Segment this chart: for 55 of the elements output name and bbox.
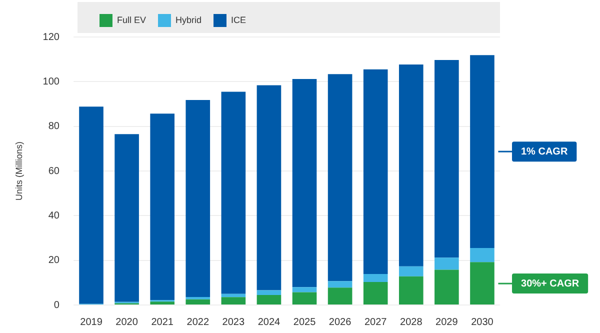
- bar: [363, 69, 388, 274]
- x-tick-label: 2023: [222, 316, 245, 328]
- bar: [256, 85, 282, 290]
- bar: [150, 114, 174, 300]
- bar: [79, 106, 104, 304]
- bar: [221, 92, 246, 294]
- bar: [434, 60, 459, 258]
- bar: [186, 299, 210, 304]
- bar: [186, 296, 210, 300]
- legend-label: Hybrid: [175, 14, 202, 25]
- y-tick-label: 100: [42, 76, 60, 88]
- x-tick-label: 2020: [116, 316, 138, 328]
- bar: [292, 78, 317, 288]
- bar: [398, 266, 424, 276]
- bar: [328, 281, 352, 288]
- legend-label: ICE: [231, 14, 246, 25]
- bar: [221, 297, 246, 304]
- x-tick-label: 2030: [471, 316, 494, 328]
- bar: [328, 288, 352, 304]
- x-tick-label: 2025: [293, 316, 316, 328]
- bar: [434, 258, 459, 270]
- x-tick-label: 2019: [80, 316, 103, 328]
- x-tick-label: 2029: [436, 316, 458, 328]
- y-tick-label: 60: [48, 166, 60, 177]
- y-tick-label: 40: [48, 210, 60, 222]
- bar: [292, 292, 317, 304]
- y-tick-label: 120: [42, 32, 60, 43]
- bar: [256, 294, 282, 304]
- x-tick-label: 2026: [328, 316, 352, 328]
- bar: [470, 55, 494, 248]
- y-axis-title: Units (Millions): [14, 141, 24, 201]
- bar: [470, 248, 494, 262]
- bar: [114, 134, 139, 302]
- bar: [328, 74, 352, 282]
- y-tick-label: 0: [54, 300, 60, 311]
- text: 1% CAGR: [520, 146, 568, 158]
- x-tick-label: 2028: [400, 316, 423, 328]
- bar: [434, 270, 459, 304]
- bar: [398, 64, 424, 266]
- legend-label: Full EV: [116, 14, 146, 25]
- bar: [363, 274, 388, 282]
- bar: [150, 302, 174, 304]
- bar: [292, 287, 317, 292]
- bar: [186, 100, 210, 297]
- x-tick-label: 2022: [186, 316, 210, 328]
- y-tick-label: 20: [48, 255, 60, 266]
- text: 30%+ CAGR: [521, 278, 580, 290]
- x-tick-label: 2024: [258, 316, 281, 328]
- bar: [256, 290, 282, 295]
- bar: [363, 282, 388, 304]
- bar: [398, 276, 424, 304]
- x-tick-label: 2021: [151, 316, 174, 328]
- bar: [470, 262, 494, 304]
- y-tick-label: 80: [48, 121, 60, 132]
- x-tick-label: 2027: [364, 316, 388, 328]
